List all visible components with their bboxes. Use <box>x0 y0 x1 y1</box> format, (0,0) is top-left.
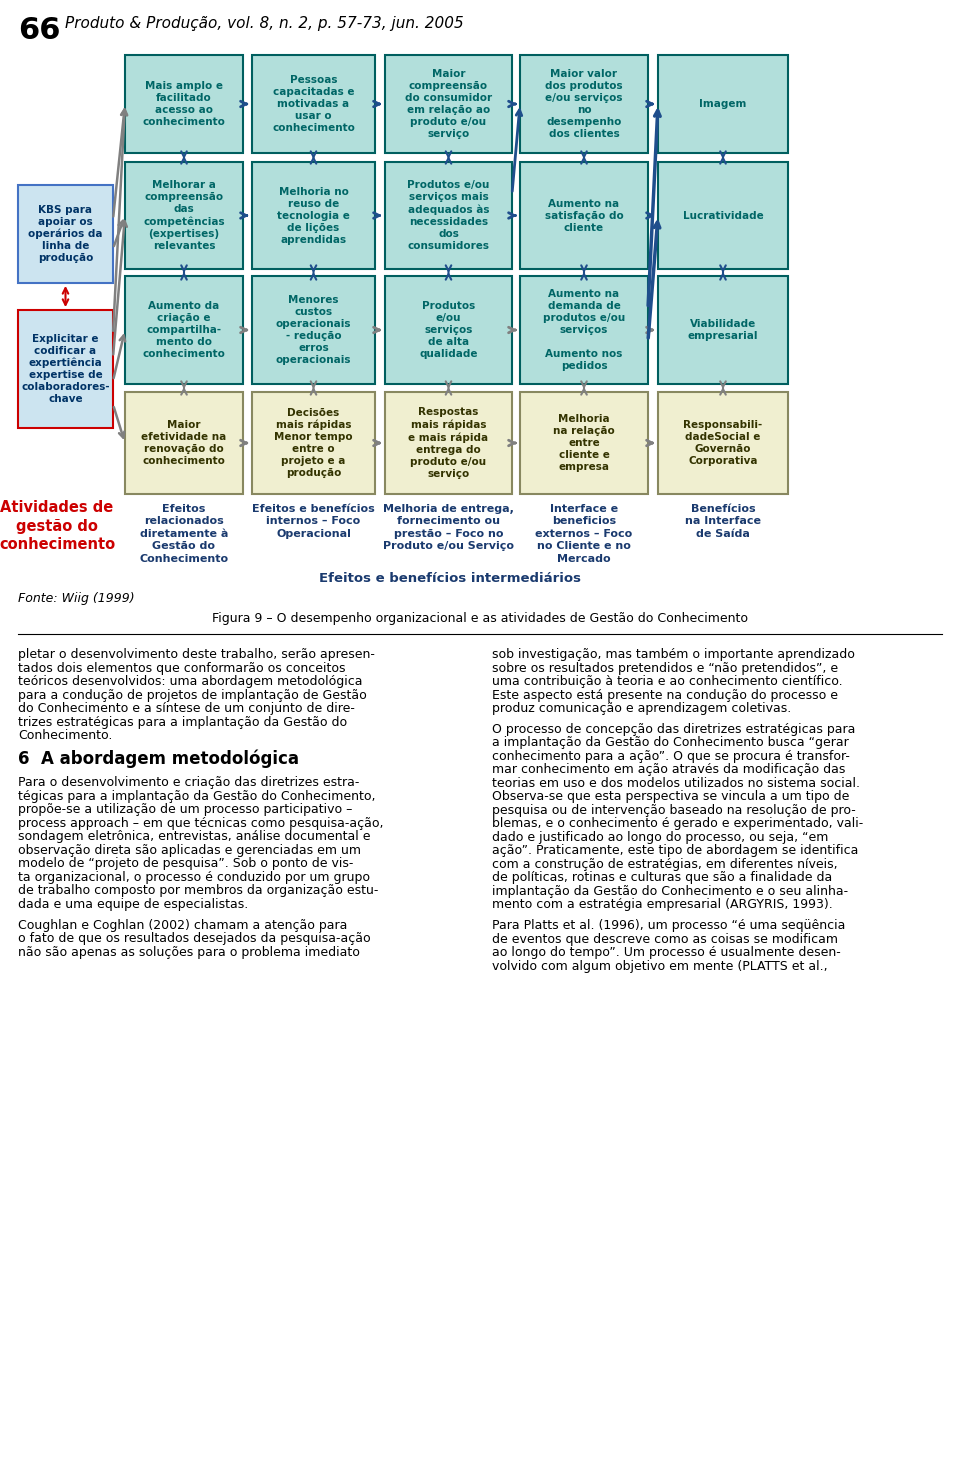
Text: sobre os resultados pretendidos e “não pretendidos”, e: sobre os resultados pretendidos e “não p… <box>492 662 838 675</box>
Text: Lucratividade: Lucratividade <box>683 210 763 221</box>
FancyBboxPatch shape <box>385 54 512 153</box>
Text: Decisões
mais rápidas
Menor tempo
entre o
projeto e a
produção: Decisões mais rápidas Menor tempo entre … <box>275 407 353 478</box>
Text: Efeitos
relacionados
diretamente à
Gestão do
Conhecimento: Efeitos relacionados diretamente à Gestã… <box>139 505 228 563</box>
FancyBboxPatch shape <box>658 162 788 269</box>
Text: para a condução de projetos de implantação de Gestão: para a condução de projetos de implantaç… <box>18 688 367 702</box>
Text: 66: 66 <box>18 16 60 46</box>
Text: trizes estratégicas para a implantação da Gestão do: trizes estratégicas para a implantação d… <box>18 715 348 728</box>
Text: Efeitos e benefícios
internos – Foco
Operacional: Efeitos e benefícios internos – Foco Ope… <box>252 505 374 538</box>
Text: Menores
custos
operacionais
- redução
erros
operacionais: Menores custos operacionais - redução er… <box>276 296 351 365</box>
Text: Observa-se que esta perspectiva se vincula a um tipo de: Observa-se que esta perspectiva se vincu… <box>492 790 850 803</box>
Text: do Conhecimento e a síntese de um conjunto de dire-: do Conhecimento e a síntese de um conjun… <box>18 702 355 715</box>
Text: o fato de que os resultados desejados da pesquisa-ação: o fato de que os resultados desejados da… <box>18 933 371 946</box>
Text: Imagem: Imagem <box>699 99 747 109</box>
Text: Aumento da
criação e
compartilha-
mento do
conhecimento: Aumento da criação e compartilha- mento … <box>143 302 226 359</box>
Text: Melhoria no
reuso de
tecnologia e
de lições
aprendidas: Melhoria no reuso de tecnologia e de liç… <box>277 187 350 244</box>
Text: implantação da Gestão do Conhecimento e o seu alinha-: implantação da Gestão do Conhecimento e … <box>492 886 848 897</box>
Text: teóricos desenvolvidos: uma abordagem metodológica: teóricos desenvolvidos: uma abordagem me… <box>18 675 363 688</box>
Text: Maior
efetividade na
renovação do
conhecimento: Maior efetividade na renovação do conhec… <box>141 421 227 466</box>
FancyBboxPatch shape <box>385 277 512 384</box>
FancyBboxPatch shape <box>252 391 375 494</box>
Text: Produtos e/ou
serviços mais
adequados às
necessidades
dos
consumidores: Produtos e/ou serviços mais adequados às… <box>407 179 490 252</box>
Text: Para Platts et al. (1996), um processo “é uma seqüência: Para Platts et al. (1996), um processo “… <box>492 919 846 933</box>
Text: ta organizacional, o processo é conduzido por um grupo: ta organizacional, o processo é conduzid… <box>18 871 370 884</box>
Text: dada e uma equipe de especialistas.: dada e uma equipe de especialistas. <box>18 897 249 911</box>
Text: teorias em uso e dos modelos utilizados no sistema social.: teorias em uso e dos modelos utilizados … <box>492 777 860 790</box>
FancyBboxPatch shape <box>658 277 788 384</box>
FancyBboxPatch shape <box>252 277 375 384</box>
Text: sondagem eletrônica, entrevistas, análise documental e: sondagem eletrônica, entrevistas, anális… <box>18 830 371 843</box>
Text: KBS para
apoiar os
operários da
linha de
produção: KBS para apoiar os operários da linha de… <box>28 204 103 263</box>
Text: Produtos
e/ou
serviços
de alta
qualidade: Produtos e/ou serviços de alta qualidade <box>420 302 478 359</box>
Text: produz comunicação e aprendizagem coletivas.: produz comunicação e aprendizagem coleti… <box>492 702 791 715</box>
Text: Explicitar e
codificar a
expertiência
expertise de
colaboradores-
chave: Explicitar e codificar a expertiência ex… <box>21 334 109 405</box>
Text: Melhoria
na relação
entre
cliente e
empresa: Melhoria na relação entre cliente e empr… <box>553 413 614 472</box>
FancyBboxPatch shape <box>520 277 648 384</box>
Text: Atividades de
gestão do
conhecimento: Atividades de gestão do conhecimento <box>0 500 115 552</box>
Text: Para o desenvolvimento e criação das diretrizes estra-: Para o desenvolvimento e criação das dir… <box>18 777 359 790</box>
FancyBboxPatch shape <box>252 162 375 269</box>
Text: Efeitos e benefícios intermediários: Efeitos e benefícios intermediários <box>319 572 581 585</box>
FancyBboxPatch shape <box>385 391 512 494</box>
Text: Maior valor
dos produtos
e/ou serviços
no
desempenho
dos clientes: Maior valor dos produtos e/ou serviços n… <box>545 69 623 138</box>
FancyBboxPatch shape <box>658 391 788 494</box>
FancyBboxPatch shape <box>18 310 113 428</box>
Text: com a construção de estratégias, em diferentes níveis,: com a construção de estratégias, em dife… <box>492 858 838 871</box>
Text: Responsabili-
dadeSocial e
Governão
Corporativa: Responsabili- dadeSocial e Governão Corp… <box>684 421 762 466</box>
FancyBboxPatch shape <box>125 277 243 384</box>
Text: Conhecimento.: Conhecimento. <box>18 730 112 741</box>
Text: volvido com algum objetivo em mente (PLATTS et al.,: volvido com algum objetivo em mente (PLA… <box>492 961 828 972</box>
Text: de trabalho composto por membros da organização estu-: de trabalho composto por membros da orga… <box>18 884 378 897</box>
Text: blemas, e o conhecimento é gerado e experimentado, vali-: blemas, e o conhecimento é gerado e expe… <box>492 818 863 831</box>
Text: O processo de concepção das diretrizes estratégicas para: O processo de concepção das diretrizes e… <box>492 722 855 736</box>
Text: Viabilidade
empresarial: Viabilidade empresarial <box>687 319 758 341</box>
Text: Melhorar a
compreensão
das
competências
(expertises)
relevantes: Melhorar a compreensão das competências … <box>143 179 225 252</box>
Text: Maior
compreensão
do consumidor
em relação ao
produto e/ou
serviço: Maior compreensão do consumidor em relaç… <box>405 69 492 138</box>
Text: uma contribuição à teoria e ao conhecimento científico.: uma contribuição à teoria e ao conhecime… <box>492 675 843 688</box>
FancyBboxPatch shape <box>520 54 648 153</box>
Text: Coughlan e Coghlan (2002) chamam a atenção para: Coughlan e Coghlan (2002) chamam a atenç… <box>18 919 348 931</box>
Text: pesquisa ou de intervenção baseado na resolução de pro-: pesquisa ou de intervenção baseado na re… <box>492 805 855 816</box>
Text: de eventos que descreve como as coisas se modificam: de eventos que descreve como as coisas s… <box>492 933 838 946</box>
Text: não são apenas as soluções para o problema imediato: não são apenas as soluções para o proble… <box>18 946 360 959</box>
Text: sob investigação, mas também o importante aprendizado: sob investigação, mas também o important… <box>492 649 854 660</box>
Text: Aumento na
demanda de
produtos e/ou
serviços

Aumento nos
pedidos: Aumento na demanda de produtos e/ou serv… <box>542 288 625 371</box>
FancyBboxPatch shape <box>520 391 648 494</box>
FancyBboxPatch shape <box>125 162 243 269</box>
Text: Produto & Produção, vol. 8, n. 2, p. 57-73, jun. 2005: Produto & Produção, vol. 8, n. 2, p. 57-… <box>65 16 464 31</box>
Text: tados dois elementos que conformarão os conceitos: tados dois elementos que conformarão os … <box>18 662 346 675</box>
FancyBboxPatch shape <box>385 162 512 269</box>
Text: mar conhecimento em ação através da modificação das: mar conhecimento em ação através da modi… <box>492 763 846 777</box>
FancyBboxPatch shape <box>658 54 788 153</box>
FancyBboxPatch shape <box>125 391 243 494</box>
FancyBboxPatch shape <box>252 54 375 153</box>
Text: 6  A abordagem metodológica: 6 A abordagem metodológica <box>18 750 299 768</box>
Text: modelo de “projeto de pesquisa”. Sob o ponto de vis-: modelo de “projeto de pesquisa”. Sob o p… <box>18 858 353 871</box>
Text: dado e justificado ao longo do processo, ou seja, “em: dado e justificado ao longo do processo,… <box>492 831 828 844</box>
Text: de políticas, rotinas e culturas que são a finalidade da: de políticas, rotinas e culturas que são… <box>492 871 832 884</box>
Text: Melhoria de entrega,
fornecimento ou
prestão – Foco no
Produto e/ou Serviço: Melhoria de entrega, fornecimento ou pre… <box>383 505 514 552</box>
Text: Respostas
mais rápidas
e mais rápida
entrega do
produto e/ou
serviço: Respostas mais rápidas e mais rápida ent… <box>408 407 489 478</box>
Text: Fonte: Wiig (1999): Fonte: Wiig (1999) <box>18 591 134 605</box>
Text: Este aspecto está presente na condução do processo e: Este aspecto está presente na condução d… <box>492 688 838 702</box>
Text: Aumento na
satisfação do
cliente: Aumento na satisfação do cliente <box>544 199 623 232</box>
Text: Benefícios
na Interface
de Saída: Benefícios na Interface de Saída <box>685 505 761 538</box>
Text: pletar o desenvolvimento deste trabalho, serão apresen-: pletar o desenvolvimento deste trabalho,… <box>18 649 374 660</box>
Text: a implantação da Gestão do Conhecimento busca “gerar: a implantação da Gestão do Conhecimento … <box>492 737 849 749</box>
FancyBboxPatch shape <box>520 162 648 269</box>
Text: ao longo do tempo”. Um processo é usualmente desen-: ao longo do tempo”. Um processo é usualm… <box>492 946 841 959</box>
Text: observação direta são aplicadas e gerenciadas em um: observação direta são aplicadas e gerenc… <box>18 844 361 856</box>
Text: conhecimento para a ação”. O que se procura é transfor-: conhecimento para a ação”. O que se proc… <box>492 750 850 763</box>
Text: process approach – em que técnicas como pesquisa-ação,: process approach – em que técnicas como … <box>18 816 383 830</box>
Text: mento com a estratégia empresarial (ARGYRIS, 1993).: mento com a estratégia empresarial (ARGY… <box>492 899 832 912</box>
Text: Figura 9 – O desempenho organizacional e as atividades de Gestão do Conhecimento: Figura 9 – O desempenho organizacional e… <box>212 612 748 625</box>
Text: Mais amplo e
facilitado
acesso ao
conhecimento: Mais amplo e facilitado acesso ao conhec… <box>143 81 226 127</box>
Text: tégicas para a implantação da Gestão do Conhecimento,: tégicas para a implantação da Gestão do … <box>18 790 375 803</box>
FancyBboxPatch shape <box>18 185 113 282</box>
Text: propõe-se a utilização de um processo participativo –: propõe-se a utilização de um processo pa… <box>18 803 352 816</box>
Text: ação”. Praticamente, este tipo de abordagem se identifica: ação”. Praticamente, este tipo de aborda… <box>492 844 858 858</box>
FancyBboxPatch shape <box>125 54 243 153</box>
Text: Pessoas
capacitadas e
motivadas a
usar o
conhecimento: Pessoas capacitadas e motivadas a usar o… <box>272 75 355 132</box>
Text: Interface e
beneficios
externos – Foco
no Cliente e no
Mercado: Interface e beneficios externos – Foco n… <box>536 505 633 563</box>
